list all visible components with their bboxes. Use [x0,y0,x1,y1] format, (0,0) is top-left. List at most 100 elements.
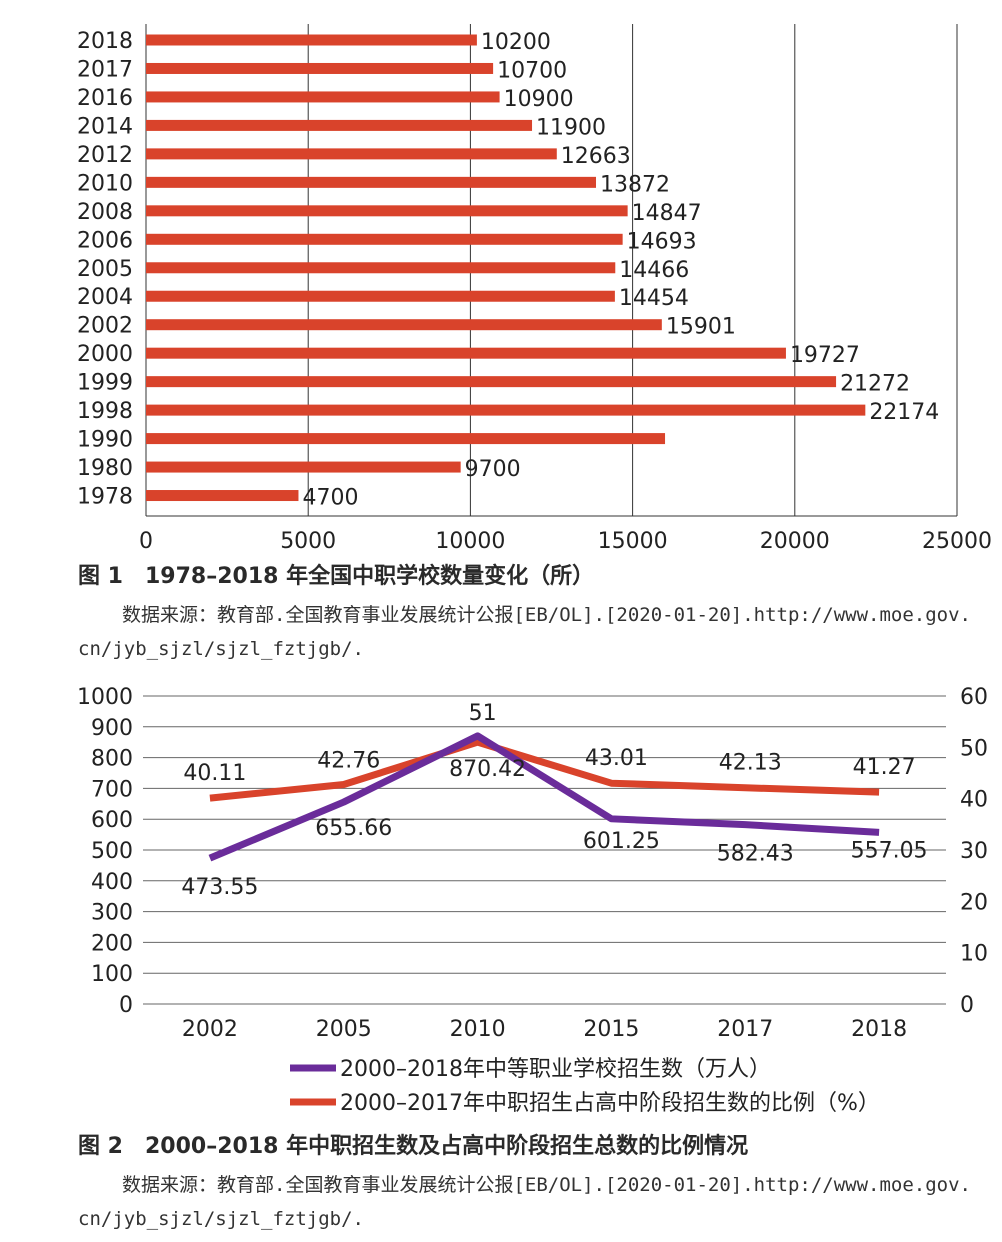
x-tick-label: 2002 [182,1017,238,1042]
figure-1-source-line2: cn/jyb_sjzl/sjzl_fztjgb/. [78,638,364,660]
bar [146,176,597,188]
bar-data-label: 14693 [627,229,697,254]
bar-data-label: 19727 [790,343,860,368]
y-left-tick-label: 200 [91,931,133,956]
y-tick-label: 2014 [77,114,133,139]
bar [146,290,615,302]
bar [146,205,628,217]
y-left-tick-label: 400 [91,870,133,895]
y-tick-label: 2006 [77,228,133,253]
y-tick-label: 1990 [77,428,133,453]
x-tick-label: 0 [139,529,153,554]
bar-data-label: 14454 [619,286,689,311]
bar-data-label: 10200 [481,30,551,55]
legend-label-2: 2000–2017年中职招生占高中阶段招生数的比例（%） [340,1091,880,1116]
bar-data-label: 11900 [536,115,606,140]
y-tick-label: 2008 [77,200,133,225]
y-tick-label: 1980 [77,456,133,481]
series-2-data-label: 40.11 [183,761,246,786]
bar-data-label: 14466 [619,258,689,283]
y-left-tick-label: 600 [91,808,133,833]
bar-data-label: 10900 [504,87,574,112]
bar-chart-container: 0 5000 10000 15000 20000 25000 2018 10200 2017 10… [0,0,1002,564]
bar-data-label: 9700 [465,457,521,482]
y-left-tick-label: 100 [91,962,133,987]
y-right-tick-label: 40 [960,788,988,813]
x-tick-label: 2005 [316,1017,372,1042]
line-chart: 0 100 200 300 400 500 600 700 800 900 1000 0 10 20 30 4… [77,685,988,1116]
bar [146,119,533,131]
figure-1-number: 图 1 [78,564,123,589]
bar [146,433,666,445]
series-line-2 [209,738,880,802]
bar [146,62,494,74]
figure-1-title: 1978–2018 年全国中职学校数量变化（所） [144,564,595,589]
series-1-data-label: 473.55 [181,875,258,900]
series-1-data-label: 655.66 [315,816,392,841]
x-tick-label: 2015 [583,1017,639,1042]
y-right-tick-label: 30 [960,839,988,864]
bar [146,34,477,46]
bar-chart: 0 5000 10000 15000 20000 25000 2018 10200 2017 10… [77,24,992,554]
y-left-tick-label: 0 [119,993,133,1018]
figure-2-source-line2: cn/jyb_sjzl/sjzl_fztjgb/. [78,1208,364,1230]
y-tick-label: 2005 [77,257,133,282]
y-left-tick-label: 500 [91,839,133,864]
y-tick-label: 2010 [77,171,133,196]
bar [146,376,837,388]
y-right-tick-label: 0 [960,993,974,1018]
figure-2-source: 数据来源：教育部.全国教育事业发展统计公报[EB/OL].[2020-01-20… [78,1168,998,1236]
y-tick-label: 2017 [77,57,133,82]
bar [146,404,866,416]
legend-label-1: 2000–2018年中等职业学校招生数（万人） [340,1057,771,1082]
bar [146,490,299,502]
y-left-tick-label: 300 [91,901,133,926]
y-tick-label: 1998 [77,399,133,424]
x-tick-label: 20000 [760,529,830,554]
x-tick-label: 25000 [922,529,992,554]
line-chart-container: 0 100 200 300 400 500 600 700 800 900 1000 0 10 20 30 4… [0,676,1002,1130]
y-right-tick-label: 20 [960,890,988,915]
figure-1-source: 数据来源：教育部.全国教育事业发展统计公报[EB/OL].[2020-01-20… [78,598,998,666]
x-tick-label: 10000 [435,529,505,554]
bar [146,262,616,274]
bar-data-label: 10700 [497,58,567,83]
y-left-tick-label: 800 [91,747,133,772]
bar [146,233,623,245]
y-tick-label: 2000 [77,342,133,367]
bar-data-label: 13872 [600,172,670,197]
y-tick-label: 2018 [77,29,133,54]
x-tick-label: 2017 [717,1017,773,1042]
series-2-data-label: 42.13 [719,751,782,776]
bar [146,347,786,359]
x-tick-label: 2010 [450,1017,506,1042]
series-2-data-label: 51 [469,701,497,726]
series-2-data-label: 41.27 [853,755,916,780]
figure-1-caption: 图 1 1978–2018 年全国中职学校数量变化（所） [78,558,594,590]
y-left-tick-label: 1000 [77,685,133,710]
bar-data-label: 12663 [561,144,631,169]
bar-data-label: 21272 [840,372,910,397]
bar-data-label: 15901 [666,315,736,340]
series-1-data-label: 582.43 [717,842,794,867]
figure-1-source-line1: 数据来源：教育部.全国教育事业发展统计公报[EB/OL].[2020-01-20… [122,604,971,626]
series-1-data-label: 870.42 [449,757,526,782]
series-2-data-label: 42.76 [317,748,380,773]
x-tick-label: 2018 [851,1017,907,1042]
bar [146,319,662,331]
series-2-data-label: 43.01 [585,746,648,771]
bar [146,91,500,103]
y-tick-label: 1999 [77,371,133,396]
series-line-1 [208,732,880,862]
y-left-tick-label: 900 [91,716,133,741]
y-right-tick-label: 10 [960,942,988,967]
y-tick-label: 2016 [77,86,133,111]
y-right-tick-label: 60 [960,685,988,710]
y-tick-label: 1978 [77,485,133,510]
series-1-data-label: 601.25 [583,829,660,854]
y-tick-label: 2012 [77,143,133,168]
x-tick-label: 15000 [598,529,668,554]
series-1-data-label: 557.05 [851,838,928,863]
figure-2-title: 2000–2018 年中职招生数及占高中阶段招生总数的比例情况 [144,1134,749,1159]
bar [146,148,557,160]
